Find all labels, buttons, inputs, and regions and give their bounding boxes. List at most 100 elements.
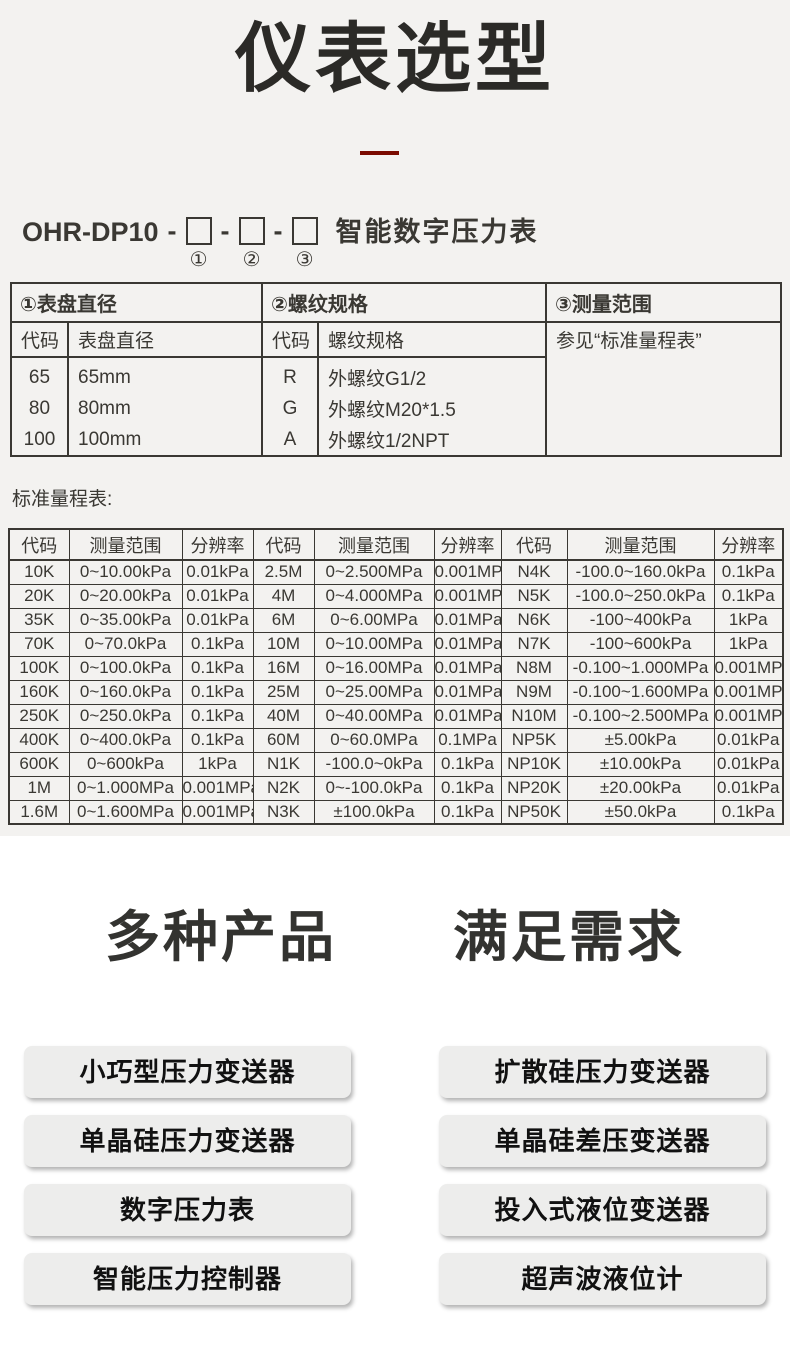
range-cell-code: 10K xyxy=(8,559,70,585)
product-button[interactable]: 数字压力表 xyxy=(24,1184,351,1236)
products-grid: 小巧型压力变送器 扩散硅压力变送器 单晶硅压力变送器 单晶硅差压变送器 数字压力… xyxy=(0,1046,790,1305)
top-section: 仪表选型 OHR-DP10 - ① - ② - ③ 智能数字压力表 ①表盘直径 … xyxy=(0,0,790,836)
product-button[interactable]: 扩散硅压力变送器 xyxy=(439,1046,766,1098)
model-dash: - xyxy=(220,216,230,246)
red-divider xyxy=(360,151,399,155)
selection-cell: 100mm xyxy=(78,428,142,450)
range-cell-code: N5K xyxy=(500,583,568,609)
range-cell-code: NP50K xyxy=(500,799,568,825)
selection-cell: A xyxy=(261,424,319,456)
range-cell-resolution: 0.01MPa xyxy=(433,679,502,705)
range-cell-range: ±100.0kPa xyxy=(313,799,435,825)
selection-cell: 100 xyxy=(11,424,69,456)
range-table-row: 100K 0~100.0kPa 0.1kPa 16M 0~16.00MPa 0.… xyxy=(8,655,784,681)
range-cell-code: 10M xyxy=(252,631,315,657)
range-cell-resolution: 0.1kPa xyxy=(181,727,254,753)
range-table-row: 35K 0~35.00kPa 0.01kPa 6M 0~6.00MPa 0.01… xyxy=(8,607,784,633)
range-cell-code: N6K xyxy=(500,607,568,633)
range-cell-resolution: 0.01kPa xyxy=(713,775,784,801)
range-cell-code: 60M xyxy=(252,727,315,753)
range-cell-resolution: 0.01kPa xyxy=(181,607,254,633)
page-title: 仪表选型 xyxy=(235,17,555,102)
range-cell-range: -100~600kPa xyxy=(566,631,715,657)
range-table-header: 分辨率 xyxy=(713,528,784,561)
range-cell-code: 40M xyxy=(252,703,315,729)
range-table-row: 400K 0~400.0kPa 0.1kPa 60M 0~60.0MPa 0.1… xyxy=(8,727,784,753)
range-cell-resolution: 0.1MPa xyxy=(433,727,502,753)
model-prefix: OHR-DP10 xyxy=(22,217,159,247)
range-cell-resolution: 0.001MPa xyxy=(713,679,784,705)
range-table-header: 测量范围 xyxy=(566,528,715,561)
selection-cell: 80 xyxy=(11,393,69,424)
selection-cell: 65mm xyxy=(78,366,131,388)
range-table-header: 分辨率 xyxy=(433,528,502,561)
range-cell-range: 0~-100.0kPa xyxy=(313,775,435,801)
range-cell-range: 0~35.00kPa xyxy=(68,607,183,633)
selection-subheader: 螺纹规格 xyxy=(318,322,546,358)
model-slot-box-3 xyxy=(291,217,318,245)
range-table-header: 代码 xyxy=(500,528,568,561)
range-table-header-row: 代码 测量范围 分辨率 代码 测量范围 分辨率 代码 测量范围 分辨率 xyxy=(8,528,784,561)
range-cell-code: NP10K xyxy=(500,751,568,777)
range-table-header: 分辨率 xyxy=(181,528,254,561)
range-cell-range: 0~70.0kPa xyxy=(68,631,183,657)
range-cell-range: -0.100~2.500MPa xyxy=(566,703,715,729)
range-table-row: 250K 0~250.0kPa 0.1kPa 40M 0~40.00MPa 0.… xyxy=(8,703,784,729)
range-cell-code: 25M xyxy=(252,679,315,705)
range-cell-resolution: 0.1kPa xyxy=(713,583,784,609)
range-cell-range: 0~1.000MPa xyxy=(68,775,183,801)
selection-section-title-range: ③测量范围 xyxy=(545,283,781,323)
range-cell-code: 400K xyxy=(8,727,70,753)
product-button[interactable]: 超声波液位计 xyxy=(439,1253,766,1305)
range-cell-code: N10M xyxy=(500,703,568,729)
range-cell-resolution: 0.01MPa xyxy=(433,631,502,657)
range-cell-resolution: 0.1kPa xyxy=(433,799,502,825)
range-cell-resolution: 0.001MPa xyxy=(433,583,502,609)
range-cell-resolution: 0.1kPa xyxy=(181,655,254,681)
range-cell-range: 0~4.000MPa xyxy=(313,583,435,609)
range-cell-code: 1M xyxy=(8,775,70,801)
product-button[interactable]: 智能压力控制器 xyxy=(24,1253,351,1305)
range-cell-range: ±10.00kPa xyxy=(566,751,715,777)
range-cell-code: 1.6M xyxy=(8,799,70,825)
range-cell-code: NP20K xyxy=(500,775,568,801)
range-table-row: 600K 0~600kPa 1kPa N1K -100.0~0kPa 0.1kP… xyxy=(8,751,784,777)
range-cell-resolution: 0.1kPa xyxy=(433,775,502,801)
range-table-row: 70K 0~70.0kPa 0.1kPa 10M 0~10.00MPa 0.01… xyxy=(8,631,784,657)
range-cell-resolution: 0.1kPa xyxy=(713,559,784,585)
range-cell-code: 100K xyxy=(8,655,70,681)
range-cell-resolution: 0.01kPa xyxy=(713,727,784,753)
selection-cell: 外螺纹G1/2 xyxy=(328,369,427,390)
range-cell-range: 0~100.0kPa xyxy=(68,655,183,681)
selection-section-title-thread: ②螺纹规格 xyxy=(261,283,546,323)
range-cell-resolution: 0.01MPa xyxy=(433,703,502,729)
range-cell-code: 4M xyxy=(252,583,315,609)
model-slot-box-2 xyxy=(238,217,265,245)
range-cell-resolution: 1kPa xyxy=(713,631,784,657)
range-cell-range: 0~1.600MPa xyxy=(68,799,183,825)
range-cell-range: -0.100~1.000MPa xyxy=(566,655,715,681)
selection-section-title-dial: ①表盘直径 xyxy=(11,283,262,323)
range-cell-code: N9M xyxy=(500,679,568,705)
product-button[interactable]: 单晶硅差压变送器 xyxy=(439,1115,766,1167)
range-cell-resolution: 0.001MPa xyxy=(181,799,254,825)
products-section: 多种产品 满足需求 小巧型压力变送器 扩散硅压力变送器 单晶硅压力变送器 单晶硅… xyxy=(0,836,790,1305)
range-table-row: 1.6M 0~1.600MPa 0.001MPa N3K ±100.0kPa 0… xyxy=(8,799,784,825)
range-table-row: 160K 0~160.0kPa 0.1kPa 25M 0~25.00MPa 0.… xyxy=(8,679,784,705)
range-cell-resolution: 0.1kPa xyxy=(181,679,254,705)
range-cell-resolution: 0.1kPa xyxy=(181,703,254,729)
range-cell-resolution: 0.001MPa xyxy=(713,703,784,729)
product-button[interactable]: 单晶硅压力变送器 xyxy=(24,1115,351,1167)
range-cell-resolution: 0.1kPa xyxy=(713,799,784,825)
product-button[interactable]: 投入式液位变送器 xyxy=(439,1184,766,1236)
range-cell-resolution: 0.01MPa xyxy=(433,655,502,681)
product-button[interactable]: 小巧型压力变送器 xyxy=(24,1046,351,1098)
range-cell-resolution: 1kPa xyxy=(181,751,254,777)
range-cell-code: 6M xyxy=(252,607,315,633)
range-cell-resolution: 0.001MPa xyxy=(181,775,254,801)
model-slot-box-1 xyxy=(185,217,212,245)
range-table-row: 1M 0~1.000MPa 0.001MPa N2K 0~-100.0kPa 0… xyxy=(8,775,784,801)
selection-cell: R xyxy=(261,357,319,393)
range-cell-range: 0~400.0kPa xyxy=(68,727,183,753)
products-heading: 多种产品 满足需求 xyxy=(104,906,685,968)
